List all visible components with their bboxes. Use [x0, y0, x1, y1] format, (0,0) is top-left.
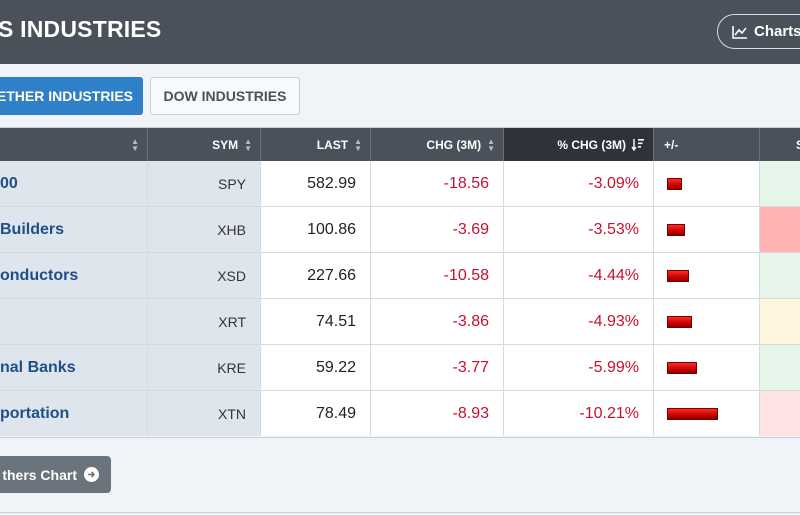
status-cell — [760, 391, 800, 436]
change-cell: -8.93 — [371, 391, 504, 436]
column-header-pct[interactable]: % CHG (3M) — [504, 128, 654, 161]
percent-change-cell: -3.53% — [504, 207, 654, 252]
column-header-label: +/- — [664, 137, 679, 152]
change-bar-cell — [654, 391, 760, 436]
percent-change-cell: -4.93% — [504, 299, 654, 344]
last-price-cell: 59.22 — [261, 345, 371, 390]
charts-button[interactable]: Charts — [717, 14, 800, 49]
sort-icon: ▲ ▼ — [244, 136, 252, 153]
table-row[interactable]: Builders XHB 100.86 -3.69 -3.53% — [0, 207, 800, 253]
change-bar — [667, 177, 682, 190]
status-cell — [760, 207, 800, 252]
column-header-extra[interactable]: S — [760, 128, 800, 161]
sort-icon: ▲ ▼ — [131, 136, 139, 153]
status-cell — [760, 161, 800, 206]
column-header-chg[interactable]: CHG (3M) ▲ ▼ — [371, 128, 504, 161]
sort-descending-icon — [631, 139, 644, 151]
change-cell: -3.86 — [371, 299, 504, 344]
last-price-cell: 100.86 — [261, 207, 371, 252]
change-bar — [667, 269, 689, 282]
column-header-last[interactable]: LAST ▲ ▼ — [261, 128, 371, 161]
tab-label: ETHER INDUSTRIES — [0, 88, 133, 104]
change-bar — [667, 361, 697, 374]
status-cell — [760, 253, 800, 298]
change-bar-cell — [654, 299, 760, 344]
column-header-label: % CHG (3M) — [557, 137, 626, 152]
sort-icon: ▲ ▼ — [487, 136, 495, 153]
symbol-cell: XTN — [148, 391, 261, 436]
page-title: S INDUSTRIES — [0, 16, 162, 42]
column-header-bar: +/- — [654, 128, 760, 161]
change-cell: -3.69 — [371, 207, 504, 252]
table-row[interactable]: onductors XSD 227.66 -10.58 -4.44% — [0, 253, 800, 299]
industry-name-link[interactable]: 00 — [0, 161, 148, 206]
tab-other-industries[interactable]: ETHER INDUSTRIES — [0, 77, 143, 115]
change-cell: -18.56 — [371, 161, 504, 206]
percent-change-cell: -10.21% — [504, 391, 654, 436]
change-cell: -10.58 — [371, 253, 504, 298]
column-header-label: LAST — [316, 137, 349, 152]
table-row[interactable]: nal Banks KRE 59.22 -3.77 -5.99% — [0, 345, 800, 391]
change-bar-cell — [654, 253, 760, 298]
status-cell — [760, 299, 800, 344]
percent-change-cell: -5.99% — [504, 345, 654, 390]
column-header-name[interactable]: ▲ ▼ — [0, 128, 148, 161]
symbol-cell: KRE — [148, 345, 261, 390]
symbol-cell: SPY — [148, 161, 261, 206]
change-bar — [667, 407, 718, 420]
change-cell: -3.77 — [371, 345, 504, 390]
line-chart-icon — [732, 25, 747, 39]
table-row[interactable]: portation XTN 78.49 -8.93 -10.21% — [0, 391, 800, 437]
percent-change-cell: -3.09% — [504, 161, 654, 206]
change-bar-cell — [654, 345, 760, 390]
change-bar-cell — [654, 207, 760, 252]
change-bar — [667, 223, 685, 236]
percent-change-cell: -4.44% — [504, 253, 654, 298]
page-header: S INDUSTRIES Charts — [0, 0, 800, 64]
status-cell — [760, 345, 800, 390]
column-header-sym[interactable]: SYM ▲ ▼ — [148, 128, 261, 161]
symbol-cell: XRT — [148, 299, 261, 344]
industry-name-link[interactable]: nal Banks — [0, 345, 148, 390]
last-price-cell: 78.49 — [261, 391, 371, 436]
sort-icon: ▲ ▼ — [354, 136, 362, 153]
tab-label: DOW INDUSTRIES — [163, 88, 287, 104]
last-price-cell: 74.51 — [261, 299, 371, 344]
divider — [0, 512, 800, 513]
others-chart-label: thers Chart — [2, 466, 77, 483]
industry-name-link[interactable]: Builders — [0, 207, 148, 252]
column-header-label: SYM — [212, 137, 239, 152]
column-header-label: CHG (3M) — [426, 137, 482, 152]
last-price-cell: 227.66 — [261, 253, 371, 298]
table-row[interactable]: 00 SPY 582.99 -18.56 -3.09% — [0, 161, 800, 207]
industries-table: ▲ ▼ SYM ▲ ▼ LAST ▲ ▼ CHG (3M) ▲ ▼ % CHG (3M)… — [0, 127, 800, 438]
table-row[interactable]: XRT 74.51 -3.86 -4.93% — [0, 299, 800, 345]
charts-button-label: Charts — [754, 23, 800, 40]
industry-name-link[interactable]: onductors — [0, 253, 148, 298]
table-header-row: ▲ ▼ SYM ▲ ▼ LAST ▲ ▼ CHG (3M) ▲ ▼ % CHG (3M)… — [0, 128, 800, 161]
others-chart-button[interactable]: thers Chart — [0, 456, 111, 493]
column-header-label: S — [796, 138, 800, 152]
industry-name-link[interactable]: portation — [0, 391, 148, 436]
change-bar — [667, 315, 692, 328]
tab-dow-industries[interactable]: DOW INDUSTRIES — [150, 77, 300, 115]
arrow-right-circle-icon — [84, 467, 99, 482]
industry-name-link[interactable] — [0, 299, 148, 344]
symbol-cell: XHB — [148, 207, 261, 252]
change-bar-cell — [654, 161, 760, 206]
last-price-cell: 582.99 — [261, 161, 371, 206]
symbol-cell: XSD — [148, 253, 261, 298]
